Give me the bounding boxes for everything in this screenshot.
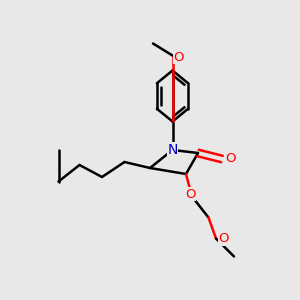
Text: O: O bbox=[173, 50, 184, 64]
Text: O: O bbox=[225, 152, 236, 165]
Text: N: N bbox=[167, 143, 178, 157]
Text: O: O bbox=[218, 232, 229, 245]
Text: O: O bbox=[185, 188, 196, 201]
